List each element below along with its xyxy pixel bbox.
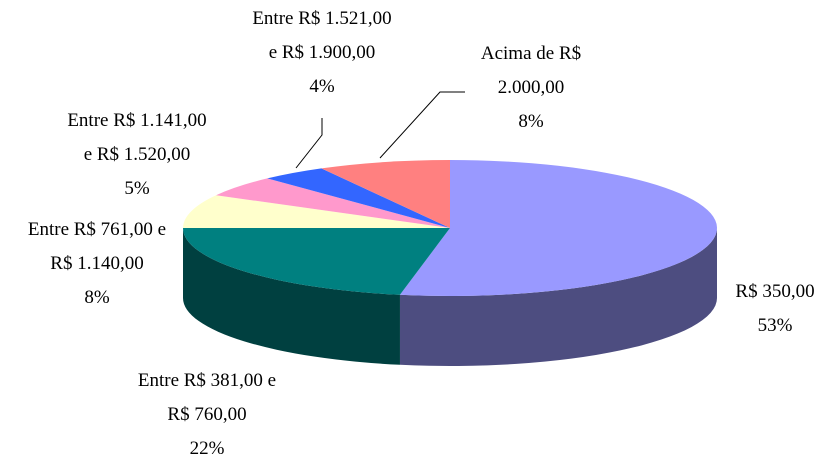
leader-line	[295, 118, 323, 169]
slice-label: Entre R$ 1.141,00 e R$ 1.520,00 5%	[17, 104, 257, 206]
value-label: 8%	[84, 287, 110, 308]
slice-label: Acima de R$ 2.000,00 8%	[411, 37, 651, 139]
sides	[183, 228, 717, 366]
pie-slice	[216, 178, 450, 228]
slice-label: Entre R$ 381,00 e R$ 760,00 22%	[87, 364, 327, 456]
pie-side	[183, 228, 400, 365]
leader-line	[379, 91, 465, 159]
value-label: 53%	[757, 315, 793, 336]
value-label: 8%	[518, 111, 544, 132]
value-label: 5%	[124, 178, 150, 199]
pie-slice	[183, 228, 450, 295]
pie-slice	[321, 160, 450, 228]
pie-side	[399, 228, 717, 366]
category-label: Entre R$ 1.141,00 e R$ 1.520,00	[67, 110, 207, 165]
category-label: Acima de R$ 2.000,00	[480, 43, 582, 98]
value-label: 22%	[189, 438, 225, 456]
value-label: 4%	[309, 76, 335, 97]
category-label: Entre R$ 761,00 e R$ 1.140,00	[27, 219, 167, 274]
pie-slice	[399, 160, 718, 297]
category-label: Entre R$ 1.521,00 e R$ 1.900,00	[252, 8, 392, 63]
category-label: R$ 350,00	[735, 281, 815, 302]
slice-label: Entre R$ 761,00 e R$ 1.140,00 8%	[0, 213, 217, 315]
slice-label: Entre R$ 1.521,00 e R$ 1.900,00 4%	[202, 2, 442, 104]
tops	[183, 160, 718, 297]
pie-slice	[183, 195, 450, 228]
pie-slice	[267, 168, 450, 228]
category-label: Entre R$ 381,00 e R$ 760,00	[137, 370, 277, 425]
slice-label: R$ 350,00 53%	[655, 275, 826, 343]
